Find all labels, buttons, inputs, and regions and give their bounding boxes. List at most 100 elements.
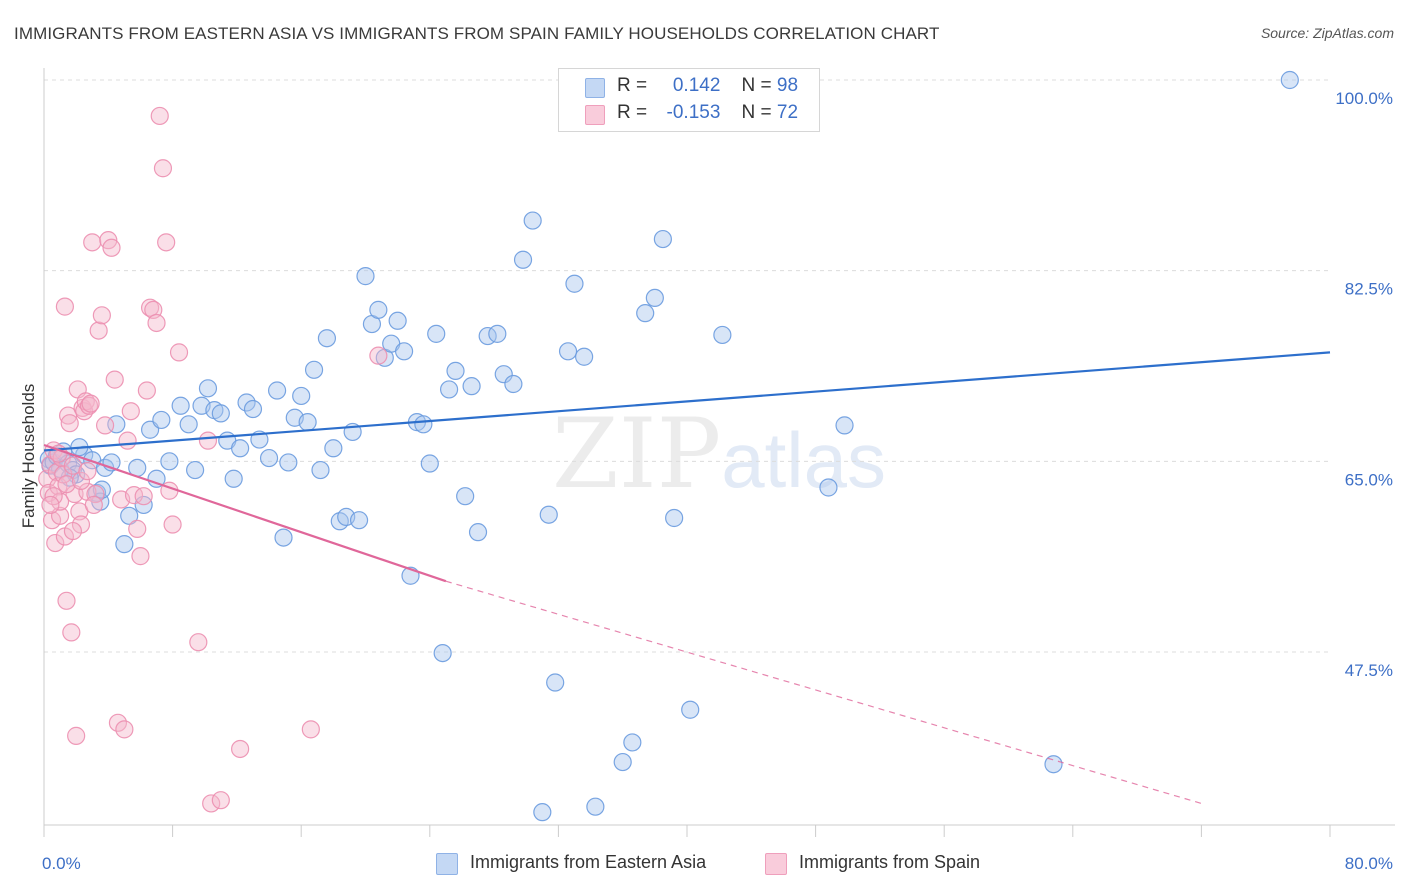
data-point-eastern-asia [546,673,565,692]
data-point-spain [301,720,320,739]
n-value-eastern-asia: 98 [776,75,799,96]
data-point-spain [81,394,100,413]
data-point-eastern-asia [394,342,414,361]
data-point-eastern-asia [317,329,337,348]
r-value-spain: -0.153 [666,102,721,123]
data-point-eastern-asia [259,448,279,468]
data-point-eastern-asia [388,311,407,330]
bottom-legend-label-spain: Immigrants from Spain [799,852,981,872]
data-point-eastern-asia [636,304,655,323]
data-point-spain [137,381,156,400]
data-point-spain [115,720,134,739]
data-point-eastern-asia [433,643,452,663]
data-point-eastern-asia [533,803,552,822]
data-point-spain [189,633,208,652]
data-point-spain [78,462,97,481]
x-tick-label-max: 80.0% [1345,854,1393,873]
data-point-eastern-asia [304,360,324,379]
series-eastern-asia-points [39,70,1299,822]
chart-title: IMMIGRANTS FROM EASTERN ASIA VS IMMIGRAN… [14,24,940,43]
data-point-spain [41,495,60,515]
data-point-eastern-asia [147,469,166,488]
y-axis-title: Family Households [19,384,38,529]
trend-line-eastern-asia [43,351,1331,452]
trend-lines [43,351,1331,805]
data-point-eastern-asia [835,416,854,435]
data-point-eastern-asia [356,267,375,286]
data-point-eastern-asia [1280,70,1299,90]
data-point-eastern-asia [420,454,439,473]
y-tick-label: 82.5% [1345,280,1393,299]
n-value-spain: 72 [776,102,799,123]
data-point-spain [231,739,250,759]
data-point-eastern-asia [665,508,684,528]
data-point-spain [71,471,91,491]
data-point-spain [202,794,221,813]
data-point-spain [131,547,150,566]
trend-line-spain-extension [445,580,1202,805]
bottom-legend-swatch-pink [765,853,787,875]
data-point-spain [89,321,108,340]
correlation-legend: R = 0.142 N = 98 R = -0.153 N = 72 [558,68,820,132]
data-point-eastern-asia [713,325,732,345]
data-point-spain [211,791,230,810]
data-point-eastern-asia [586,797,605,816]
data-point-spain [153,159,173,178]
data-point-eastern-asia [446,361,465,381]
data-point-spain [157,233,176,252]
data-point-eastern-asia [494,365,513,384]
data-point-eastern-asia [224,469,243,488]
data-point-eastern-asia [456,487,475,506]
data-point-eastern-asia [324,439,343,458]
data-point-eastern-asia [819,478,838,497]
data-point-eastern-asia [468,523,488,542]
data-point-spain [198,431,218,450]
y-tick-label: 100.0% [1335,89,1393,108]
data-point-eastern-asia [115,535,134,554]
data-point-spain [67,726,86,745]
data-point-eastern-asia [623,733,642,752]
y-tick-label: 65.0% [1345,470,1393,489]
data-point-eastern-asia [504,374,523,394]
data-point-eastern-asia [539,505,558,524]
data-point-eastern-asia [462,377,481,396]
data-point-eastern-asia [292,386,311,406]
data-point-eastern-asia [211,404,230,423]
data-point-eastern-asia [565,274,584,293]
data-point-eastern-asia [160,452,179,471]
axes [43,68,1395,837]
data-point-spain [95,416,115,435]
trend-line-spain [43,443,447,583]
data-point-spain [147,313,166,333]
data-point-eastern-asia [439,380,459,399]
watermark-atlas: atlas [721,416,886,504]
legend-swatch-blue [585,78,605,98]
data-point-spain [121,402,140,421]
data-point-eastern-asia [575,347,594,366]
data-point-eastern-asia [311,460,330,480]
data-point-eastern-asia [1044,755,1063,774]
data-point-spain [140,298,160,317]
data-point-eastern-asia [279,453,298,472]
data-point-spain [150,106,169,126]
legend-text-spain: R = -0.153 N = 72 [617,102,798,124]
data-point-eastern-asia [681,700,700,719]
x-tick-label-min: 0.0% [42,854,81,873]
data-point-eastern-asia [267,381,287,400]
legend-text-eastern-asia: R = 0.142 N = 98 [617,75,798,97]
data-point-eastern-asia [613,752,632,772]
data-point-eastern-asia [513,250,533,269]
data-point-eastern-asia [231,439,250,458]
data-point-eastern-asia [349,511,369,530]
data-point-spain [46,533,65,553]
r-label: R = [617,75,648,96]
data-point-eastern-asia [488,324,507,343]
data-point-spain [63,521,83,541]
data-point-eastern-asia [237,393,256,412]
data-point-spain [108,713,128,732]
data-point-spain [134,487,153,506]
r-label: R = [617,102,648,123]
data-point-eastern-asia [186,460,205,480]
legend-swatch-pink [585,105,605,125]
data-point-spain [83,233,102,252]
